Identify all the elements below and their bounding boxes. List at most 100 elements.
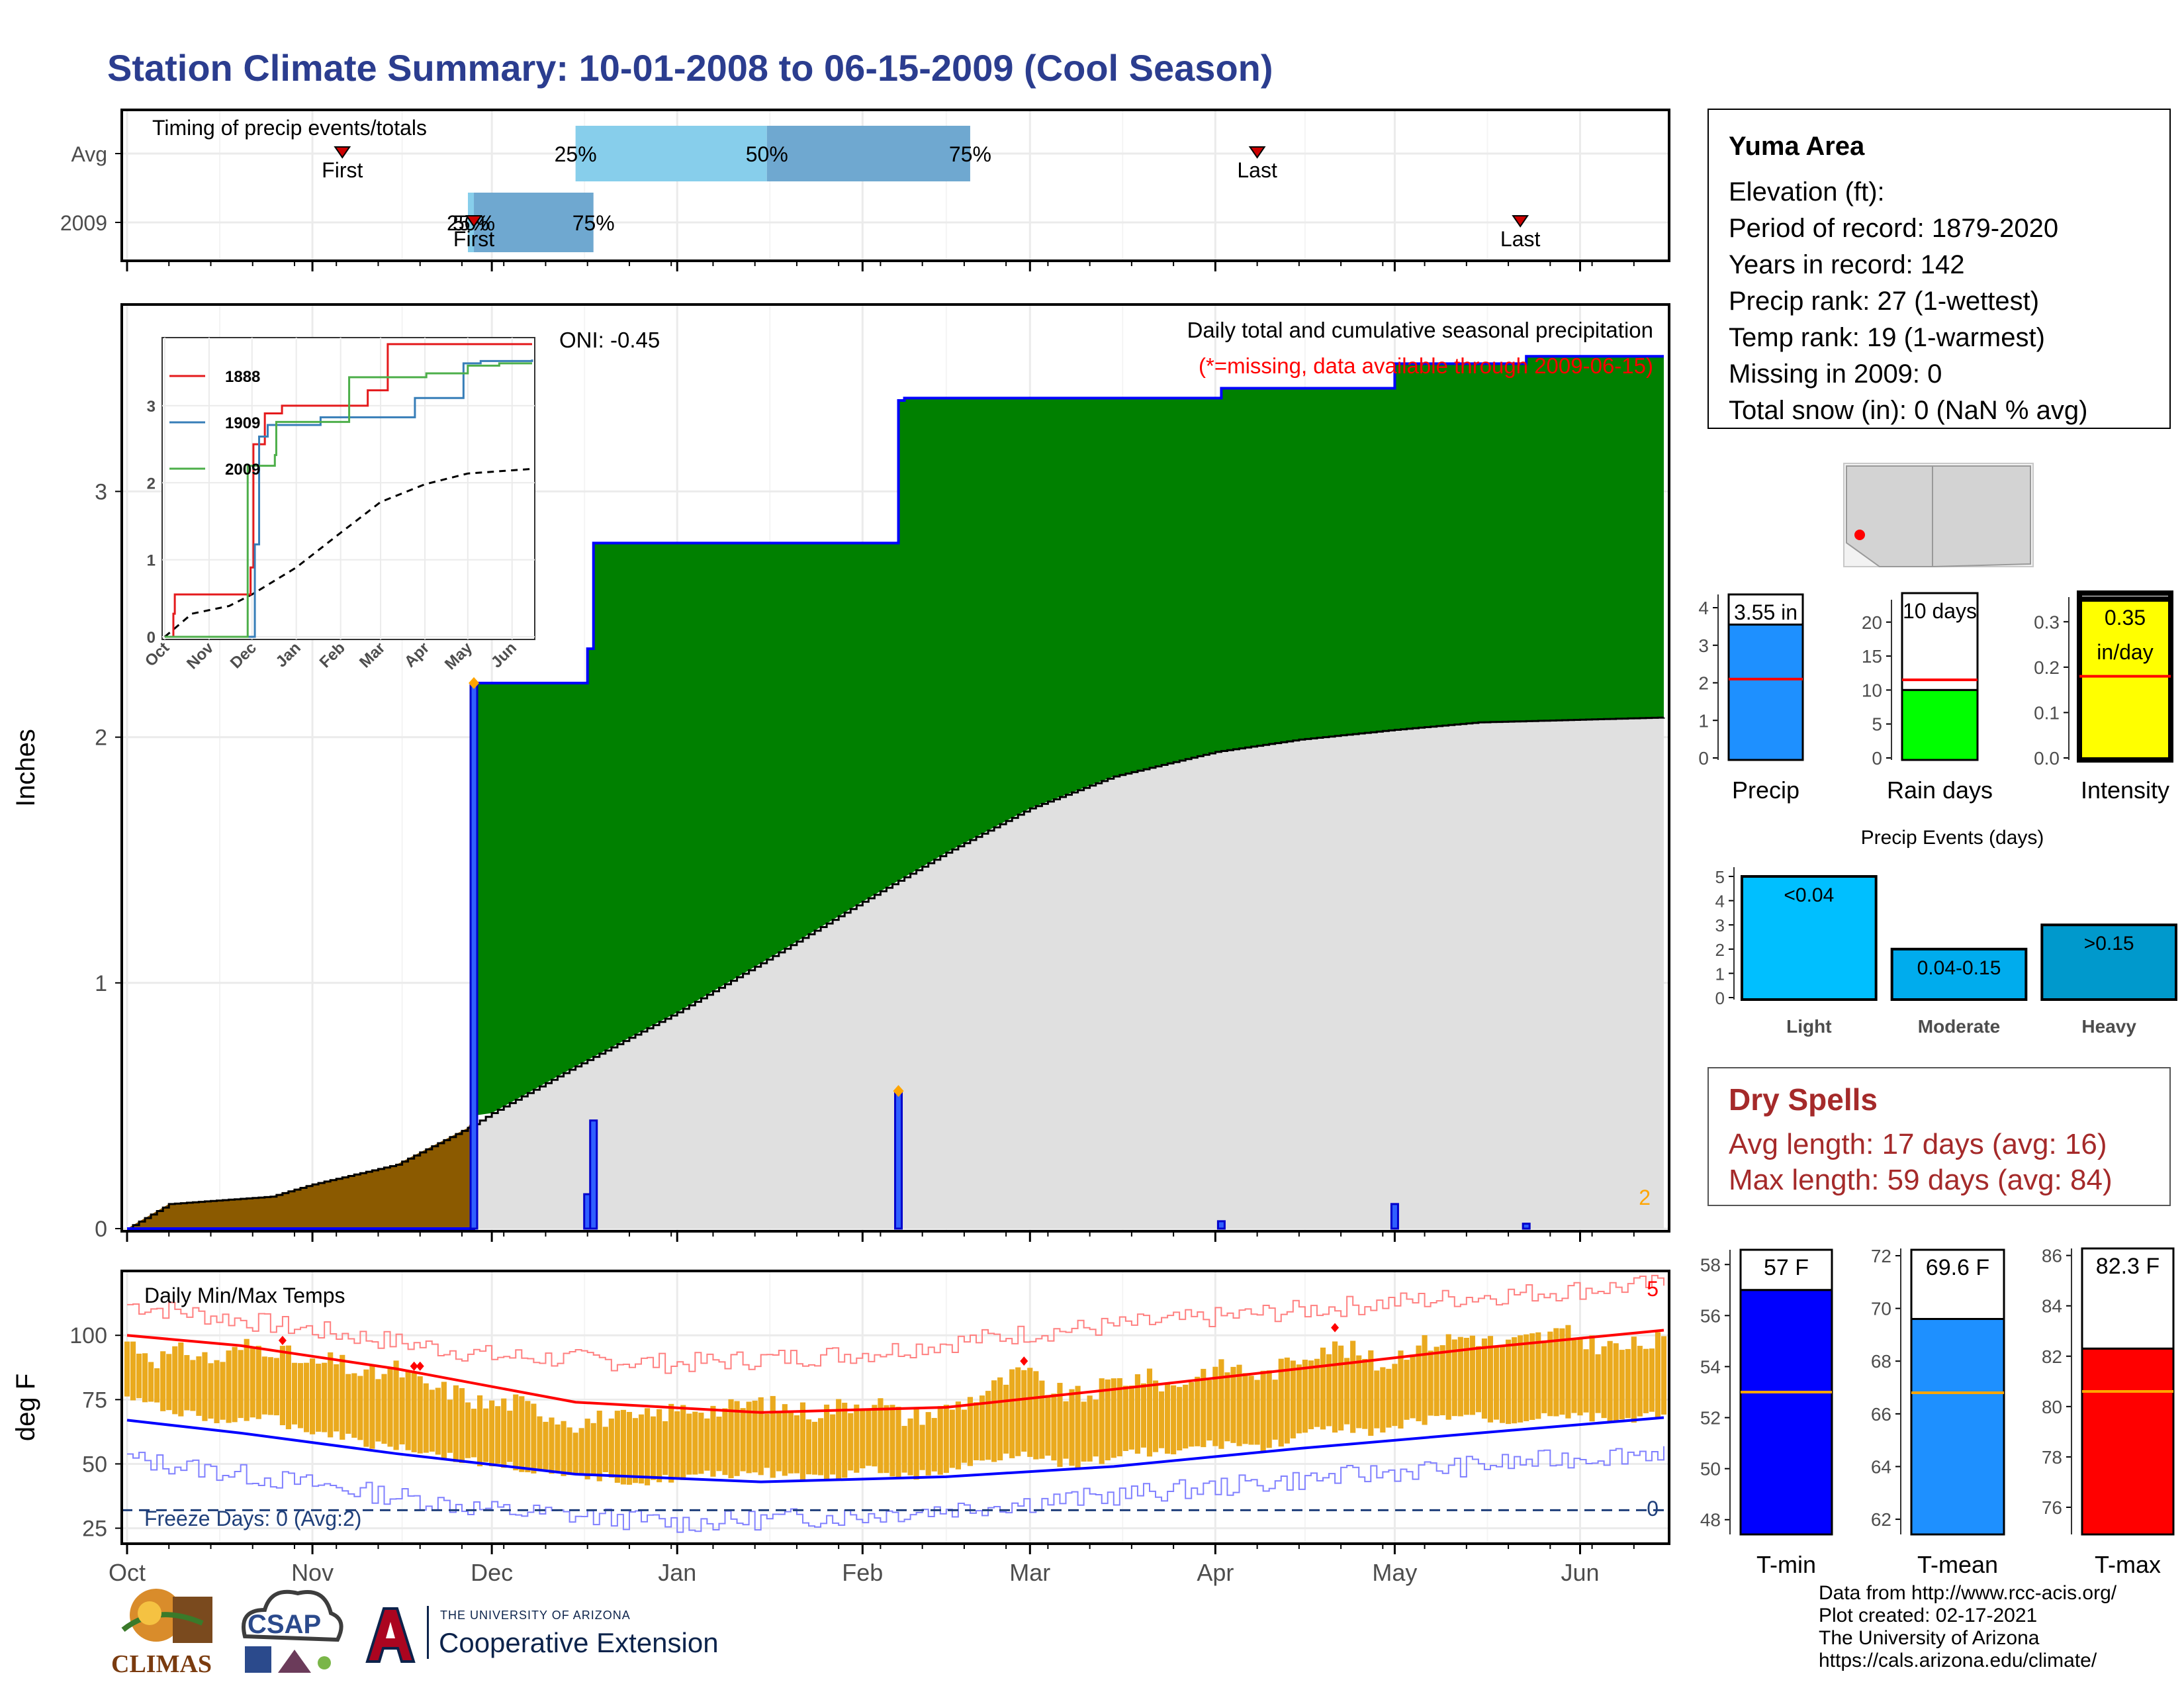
timing-first-marker (334, 146, 351, 159)
bar-y-tick-label: 64 (1871, 1456, 1891, 1477)
daily-temp-bar (1314, 1358, 1320, 1427)
daily-temp-bar (1625, 1348, 1631, 1419)
bar-y-tick-label: 15 (1862, 646, 1882, 667)
daily-temp-bar (279, 1346, 285, 1426)
daily-temp-bar (238, 1350, 244, 1419)
ua-logo: THE UNIVERSITY OF ARIZONA Cooperative Ex… (361, 1602, 745, 1668)
station-period: Period of record: 1879-2020 (1729, 214, 2059, 243)
daily-temp-bar (638, 1414, 645, 1484)
bar-y-tick-label: 1 (1698, 710, 1709, 731)
daily-temp-bar (1081, 1401, 1087, 1462)
daily-temp-bar (1529, 1333, 1535, 1420)
daily-temp-bar (788, 1412, 794, 1474)
daily-temp-bar (1105, 1379, 1111, 1461)
bar-y-tick-label: 66 (1871, 1404, 1891, 1425)
climas-logo-text: CLIMAS (111, 1650, 212, 1678)
summary-bar (2081, 1347, 2175, 1536)
daily-temp-bar (334, 1364, 340, 1432)
daily-temp-bar (1583, 1349, 1589, 1413)
x-tick-label: Jan (658, 1559, 696, 1586)
event-category-label: Heavy (2081, 1016, 2136, 1037)
record-high-point (278, 1336, 287, 1345)
daily-temp-bar (232, 1346, 238, 1423)
event-category-label: Moderate (1918, 1016, 2000, 1037)
daily-temp-bar (1260, 1370, 1266, 1452)
daily-temp-bar (1003, 1384, 1009, 1454)
x-tick-label: Oct (109, 1559, 146, 1586)
precip-events-panel: Precip Events (days) 0 1 2 3 4 5 <0.04 Light 0.04… (1715, 827, 2177, 1037)
inset-y-tick-label: 2 (147, 475, 156, 492)
daily-temp-bar (644, 1408, 651, 1485)
inset-legend-label: 1909 (225, 414, 260, 432)
daily-temp-bar (1506, 1339, 1512, 1425)
summary-bar-label: 57 F (1764, 1255, 1809, 1280)
timing-p25-label: 25% (555, 142, 597, 166)
daily-temp-bar (1158, 1391, 1165, 1448)
record-high-point (416, 1361, 424, 1371)
daily-temp-bar (1350, 1340, 1356, 1433)
daily-temp-bar (860, 1409, 866, 1469)
y-tick-label: 2 (95, 726, 107, 751)
daily-temp-bar (1326, 1354, 1332, 1427)
event-bar-label: 0.04-0.15 (1917, 957, 2001, 979)
bar-y-tick-label: 2 (1698, 673, 1709, 694)
summary-bar-category: T-max (2095, 1551, 2161, 1578)
timing-panel: Avg25%50%75%FirstLast200925%50%75%FirstL… (60, 109, 1670, 271)
daily-temp-bar (1075, 1385, 1081, 1469)
daily-temp-bar (1565, 1325, 1571, 1419)
daily-temp-bar (1577, 1339, 1583, 1416)
daily-temp-bar (124, 1341, 130, 1397)
page-title: Station Climate Summary: 10-01-2008 to 0… (107, 47, 1273, 89)
avg-cumulative-area (127, 717, 1664, 1229)
daily-temp-bar (979, 1395, 985, 1461)
daily-temp-bar (1128, 1385, 1134, 1450)
events-y-tick-label: 3 (1715, 915, 1725, 935)
daily-temp-bar (154, 1368, 160, 1403)
record-low-line (127, 1446, 1664, 1533)
daily-temp-bar (943, 1405, 949, 1474)
daily-temp-bar (357, 1376, 363, 1440)
daily-temp-bar (1099, 1378, 1105, 1464)
daily-temp-bar (997, 1377, 1003, 1461)
credit-plot-created: Plot created: 02-17-2021 (1819, 1605, 2038, 1626)
daily-temp-bar (519, 1396, 525, 1472)
daily-temp-bar (1445, 1334, 1451, 1420)
daily-temp-bar (1230, 1366, 1236, 1443)
station-temp-rank: Temp rank: 19 (1-warmest) (1729, 323, 2045, 352)
events-y-tick-label: 5 (1715, 867, 1725, 887)
daily-temp-bar (1290, 1360, 1296, 1438)
daily-temp-bar (1404, 1360, 1410, 1420)
daily-temp-bar (1045, 1395, 1051, 1456)
daily-temp-bar (435, 1387, 441, 1455)
daily-temp-bar (668, 1403, 674, 1483)
daily-temp-bar (1146, 1368, 1153, 1457)
daily-temp-bar (255, 1346, 261, 1419)
daily-temp-bar (584, 1419, 590, 1479)
daily-temp-bar (955, 1401, 961, 1470)
daily-temp-bar (543, 1421, 549, 1470)
daily-temp-bar (799, 1402, 806, 1481)
daily-temp-bar (985, 1391, 991, 1460)
daily-temp-bar (1284, 1357, 1290, 1444)
summary-bar-category: Rain days (1887, 776, 1993, 804)
daily-temp-bar (937, 1406, 943, 1475)
daily-temp-bar (973, 1402, 979, 1460)
timing-p75-label: 75% (572, 211, 615, 235)
daily-temp-bar (322, 1362, 328, 1432)
daily-temp-bar (1392, 1364, 1398, 1427)
map-state-az (1846, 465, 1933, 567)
temps-ylabel: deg F (11, 1374, 40, 1441)
event-category-label: Light (1786, 1016, 1831, 1037)
daily-temp-bar (513, 1394, 519, 1471)
timing-last-marker (1512, 215, 1529, 228)
event-bar (1741, 874, 1878, 1001)
daily-temp-bar (913, 1407, 919, 1480)
precip-subtitle: (*=missing, data available through 2009-… (1199, 353, 1653, 378)
daily-temp-bar (674, 1411, 680, 1478)
daily-temp-bar (1015, 1367, 1021, 1456)
daily-precip-bar (1522, 1223, 1531, 1230)
daily-temp-bar (740, 1408, 746, 1472)
daily-temp-bar (1422, 1335, 1428, 1425)
daily-temp-bar (387, 1368, 393, 1447)
csap-logo-text: CSAP (248, 1610, 322, 1639)
